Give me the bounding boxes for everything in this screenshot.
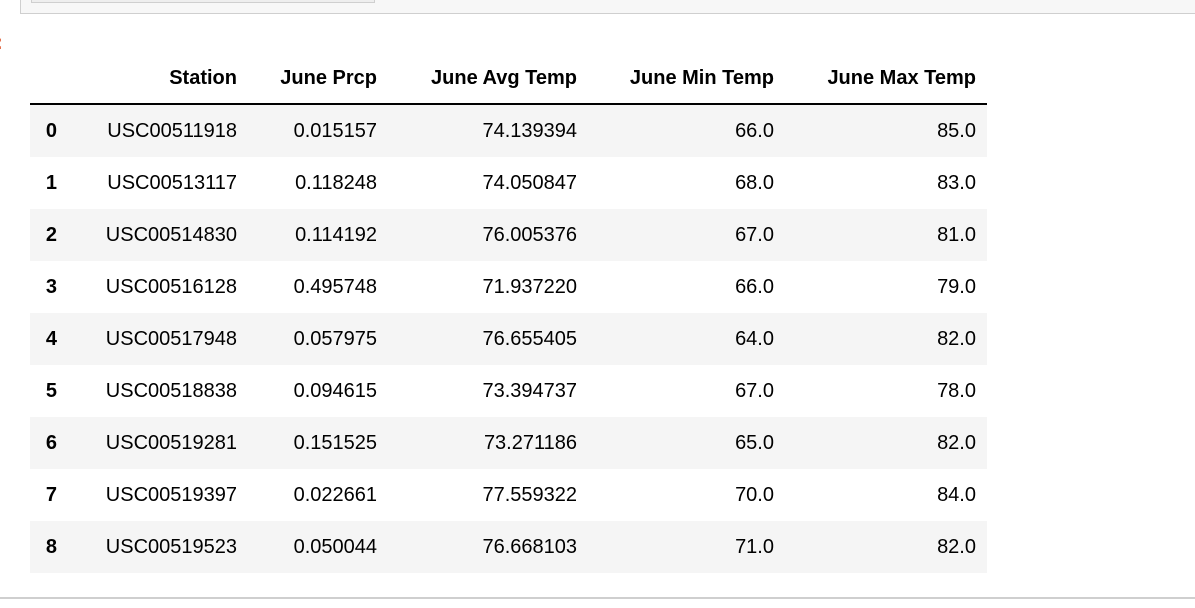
table-row: 8 USC00519523 0.050044 76.668103 71.0 82.0: [30, 521, 987, 573]
column-header: June Max Temp: [785, 53, 987, 105]
table-cell: 85.0: [937, 119, 976, 142]
table-cell: 0.050044: [293, 535, 377, 558]
row-index: 0: [45, 119, 57, 142]
header-row: Station June Prcp June Avg Temp June Min Te…: [30, 53, 987, 105]
table-row: 4 USC00517948 0.057975 76.655405 64.0 82.0: [30, 313, 987, 365]
dataframe-table: Station June Prcp June Avg Temp June Min Te…: [30, 53, 987, 573]
output-prompt: :: [0, 32, 3, 55]
table-cell: 76.668103: [482, 535, 577, 558]
table-cell: 82.0: [937, 327, 976, 350]
cell-border: [0, 597, 1195, 599]
table-cell: 76.005376: [482, 223, 577, 246]
row-index: 3: [45, 275, 57, 298]
table-row: 3 USC00516128 0.495748 71.937220 66.0 79.0: [30, 261, 987, 313]
table-cell: 82.0: [937, 431, 976, 454]
table-cell: 0.022661: [293, 483, 377, 506]
table-cell: 67.0: [735, 223, 774, 246]
row-index: 8: [45, 535, 57, 558]
table-cell: 0.118248: [295, 171, 377, 194]
column-header: June Prcp: [248, 53, 388, 105]
table-cell: USC00516128: [105, 275, 237, 298]
table-cell: 66.0: [735, 275, 774, 298]
table-cell: 78.0: [937, 379, 976, 402]
row-index: 7: [45, 483, 57, 506]
table-cell: 65.0: [735, 431, 774, 454]
table-cell: 70.0: [735, 483, 774, 506]
table-cell: USC00519281: [105, 431, 237, 454]
index-header: [30, 53, 68, 105]
table-row: 5 USC00518838 0.094615 73.394737 67.0 78.0: [30, 365, 987, 417]
row-index: 5: [45, 379, 57, 402]
table-row: 2 USC00514830 0.114192 76.005376 67.0 81.0: [30, 209, 987, 261]
table-row: 7 USC00519397 0.022661 77.559322 70.0 84.0: [30, 469, 987, 521]
table-cell: 0.094615: [293, 379, 377, 402]
table-cell: USC00518838: [105, 379, 237, 402]
table-cell: 74.050847: [482, 171, 577, 194]
table-cell: USC00519397: [105, 483, 237, 506]
table-cell: 74.139394: [482, 119, 577, 142]
table-cell: 81.0: [937, 223, 976, 246]
code-cell: [20, 0, 1195, 14]
table-cell: USC00513117: [107, 171, 237, 194]
table-cell: 0.114192: [295, 223, 377, 246]
table-cell: 67.0: [735, 379, 774, 402]
table-cell: 64.0: [735, 327, 774, 350]
table-cell: 76.655405: [482, 327, 577, 350]
table-cell: USC00514830: [105, 223, 237, 246]
table-cell: 71.0: [735, 535, 774, 558]
table-cell: USC00519523: [105, 535, 237, 558]
table-cell: 84.0: [937, 483, 976, 506]
table-cell: 73.271186: [483, 431, 577, 454]
table-body: 0 USC00511918 0.015157 74.139394 66.0 85.0 1 US…: [30, 104, 987, 573]
table-cell: 82.0: [937, 535, 976, 558]
table-cell: 79.0: [937, 275, 976, 298]
column-header: June Min Temp: [588, 53, 785, 105]
row-index: 4: [45, 327, 57, 350]
table-cell: 77.559322: [482, 483, 577, 506]
table-cell: 71.937220: [482, 275, 577, 298]
table-row: 6 USC00519281 0.151525 73.271186 65.0 82.0: [30, 417, 987, 469]
row-index: 2: [45, 223, 57, 246]
table-cell: 0.015157: [293, 119, 377, 142]
table-header: Station June Prcp June Avg Temp June Min Te…: [30, 53, 987, 105]
table-cell: 0.151525: [293, 431, 377, 454]
table-row: 1 USC00513117 0.118248 74.050847 68.0 83.0: [30, 157, 987, 209]
column-header: June Avg Temp: [388, 53, 588, 105]
row-index: 6: [45, 431, 57, 454]
table-cell: 68.0: [735, 171, 774, 194]
column-header: Station: [68, 53, 248, 105]
table-cell: 66.0: [735, 119, 774, 142]
table-cell: 0.057975: [293, 327, 377, 350]
row-index: 1: [45, 171, 57, 194]
table-row: 0 USC00511918 0.015157 74.139394 66.0 85.0: [30, 104, 987, 157]
table-cell: 0.495748: [293, 275, 377, 298]
table-cell: 83.0: [937, 171, 976, 194]
table-cell: USC00517948: [105, 327, 237, 350]
table-cell: USC00511918: [107, 119, 237, 142]
code-line: [31, 0, 375, 3]
table-cell: 73.394737: [482, 379, 577, 402]
